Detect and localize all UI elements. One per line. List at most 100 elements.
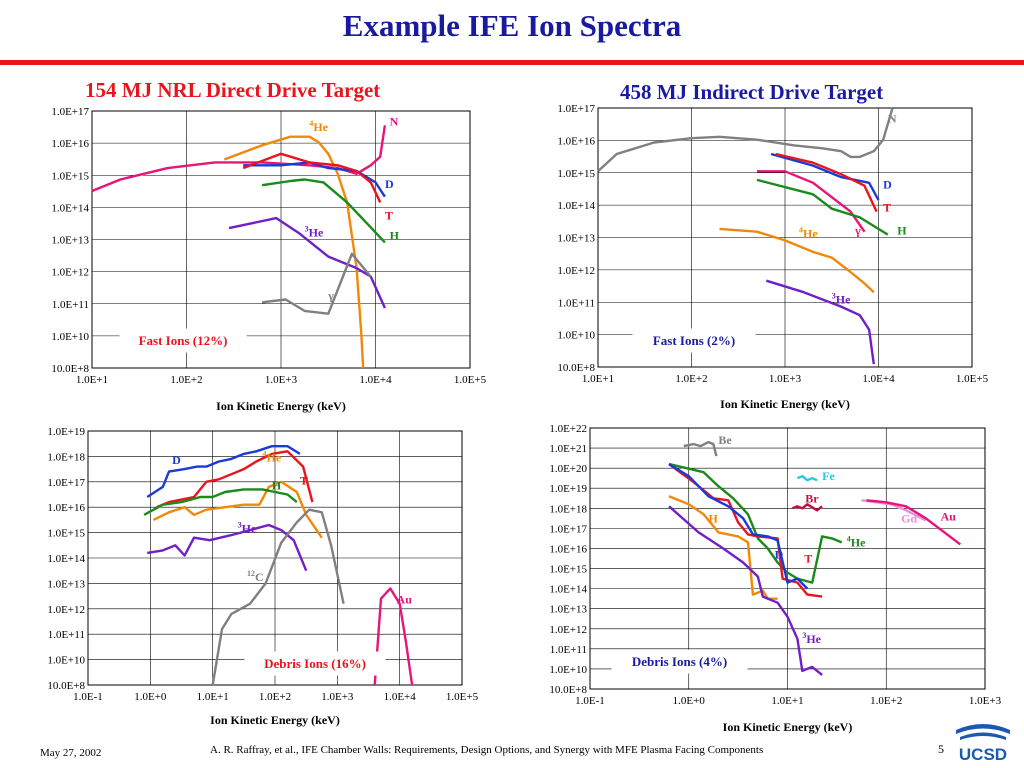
y-tick-label: 1.0E+20 (549, 463, 587, 475)
left-column-subtitle: 154 MJ NRL Direct Drive Target (85, 78, 381, 102)
series-line-D (243, 161, 386, 198)
y-tick-label: 1.0E+17 (47, 477, 85, 489)
plot-frame (597, 107, 973, 368)
series-line-12C (211, 508, 345, 686)
y-tick-label: 1.0E+13 (557, 233, 595, 245)
y-tick-label: 1.0E+11 (52, 299, 89, 311)
series-label: H (709, 511, 719, 525)
series-line-D (770, 152, 880, 201)
y-tick-label: 1.0E+13 (549, 604, 587, 616)
series-line-D (146, 445, 301, 499)
y-tick-label: 1.0E+10 (47, 655, 85, 667)
x-tick-label: 1.0E+4 (862, 373, 895, 385)
series-line-H (668, 495, 778, 600)
x-tick-label: 1.0E+2 (170, 374, 202, 386)
y-tick-label: 10.0E+8 (47, 680, 85, 692)
series-line-4He (152, 480, 323, 539)
series-label: D (775, 548, 784, 562)
x-tick-label: 1.0E+4 (359, 374, 392, 386)
y-tick-label: 1.0E+16 (51, 138, 89, 150)
page-number: 5 (938, 742, 944, 756)
series-label: Au (941, 509, 957, 523)
series-label: 3He (802, 631, 821, 646)
y-tick-label: 1.0E+14 (549, 584, 587, 596)
y-tick-label: 1.0E+10 (549, 664, 587, 676)
series-label: 4He (799, 226, 818, 241)
annotation-box (632, 328, 756, 353)
y-tick-label: 1.0E+18 (47, 451, 85, 463)
x-tick-label: 1.0E+2 (259, 691, 291, 703)
y-tick-label: 1.0E+15 (51, 170, 89, 182)
series-label: 4He (263, 449, 282, 464)
y-tick-label: 1.0E+12 (47, 604, 85, 616)
series-line-3He (668, 505, 823, 676)
series-label: N (390, 114, 399, 128)
series-line-3He (147, 523, 308, 572)
annotation-label: Fast Ions (2%) (653, 333, 735, 348)
y-tick-label: 1.0E+11 (558, 297, 595, 309)
x-tick-label: 1.0E+3 (265, 374, 298, 386)
x-tick-label: 1.0E-1 (73, 691, 103, 703)
y-tick-label: 1.0E+12 (549, 624, 587, 636)
series-label: T (385, 209, 393, 223)
series-label: D (883, 178, 892, 192)
series-line-Au (866, 499, 962, 546)
series-line-T (668, 463, 823, 598)
series-line-Be (683, 440, 718, 457)
series-label: Au (397, 593, 413, 607)
plot-frame (87, 430, 463, 686)
series-label: H (272, 478, 282, 492)
x-tick-label: 1.0E-1 (575, 695, 605, 707)
x-tick-label: 1.0E+2 (870, 695, 902, 707)
series-line-N (597, 107, 894, 173)
series-label: Gd (901, 511, 917, 525)
y-tick-label: 1.0E+10 (557, 330, 595, 342)
x-tick-label: 1.0E+4 (384, 691, 417, 703)
y-tick-label: 1.0E+19 (549, 483, 587, 495)
y-tick-label: 1.0E+14 (557, 200, 595, 212)
series-label: γ (854, 224, 861, 238)
x-axis-label: Ion Kinetic Energy (keV) (723, 720, 853, 734)
series-label: D (172, 453, 181, 467)
series-line-Br (791, 503, 823, 512)
series-label: T (300, 473, 308, 487)
y-tick-label: 1.0E+13 (51, 235, 89, 247)
y-tick-label: 1.0E+17 (557, 103, 595, 115)
series-label: H (390, 229, 400, 243)
annotation-box (611, 649, 748, 674)
annotation-label: Debris Ions (16%) (264, 656, 366, 671)
series-label: 3He (238, 521, 257, 536)
series-line-4He (719, 227, 875, 294)
series-label: D (385, 177, 394, 191)
x-tick-label: 1.0E+1 (771, 695, 803, 707)
y-tick-label: 1.0E+11 (550, 644, 587, 656)
y-tick-label: 1.0E+16 (47, 502, 85, 514)
x-tick-label: 1.0E+5 (454, 374, 487, 386)
series-line-Au (373, 587, 414, 686)
footer-date: May 27, 2002 (40, 747, 102, 759)
x-axis-label: Ion Kinetic Energy (keV) (210, 713, 340, 727)
y-tick-label: 1.0E+10 (51, 331, 89, 343)
slide-title: Example IFE Ion Spectra (342, 8, 682, 43)
x-tick-label: 1.0E+0 (673, 695, 706, 707)
annotation-box (119, 328, 247, 353)
y-tick-label: 1.0E+19 (47, 426, 85, 438)
series-label: 12C (247, 569, 264, 584)
series-label: 4He (309, 119, 328, 134)
y-tick-label: 1.0E+15 (557, 168, 595, 180)
series-line-H (143, 488, 298, 516)
series-label: H (897, 224, 907, 238)
plot-frame (589, 427, 986, 690)
series-label: 3He (305, 225, 324, 240)
plot-frame (91, 110, 471, 369)
y-tick-label: 1.0E+16 (549, 543, 587, 555)
series-label: Fe (822, 469, 835, 483)
x-axis-label: Ion Kinetic Energy (keV) (216, 399, 346, 413)
series-label: N (888, 111, 897, 125)
series-line-T (156, 450, 314, 509)
y-tick-label: 1.0E+17 (51, 106, 89, 118)
x-axis-label: Ion Kinetic Energy (keV) (720, 397, 850, 411)
